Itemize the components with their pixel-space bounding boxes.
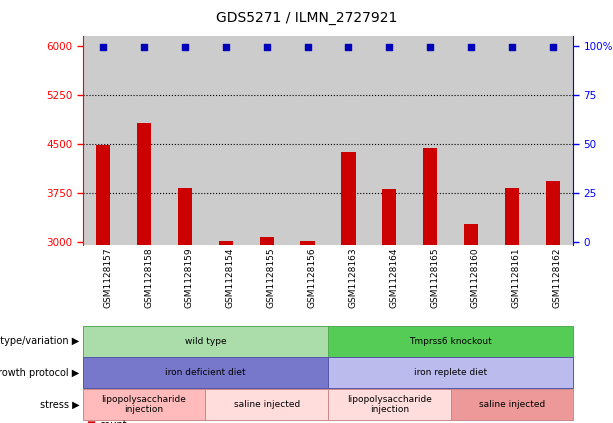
- Bar: [300, 241, 314, 423]
- Text: GSM1128158: GSM1128158: [144, 247, 153, 308]
- Text: lipopolysaccharide
injection: lipopolysaccharide injection: [347, 395, 432, 414]
- Point: [466, 44, 476, 50]
- Bar: [369, 36, 409, 245]
- Text: GSM1128156: GSM1128156: [308, 247, 316, 308]
- Bar: [96, 145, 110, 423]
- Bar: [246, 36, 287, 245]
- Bar: [464, 224, 478, 423]
- Bar: [382, 189, 397, 423]
- Bar: [178, 188, 192, 423]
- Point: [384, 44, 394, 50]
- Text: GSM1128162: GSM1128162: [553, 247, 562, 308]
- Text: count: count: [100, 420, 128, 423]
- Text: iron deficient diet: iron deficient diet: [165, 368, 246, 377]
- Text: saline injected: saline injected: [479, 400, 545, 409]
- Text: GSM1128155: GSM1128155: [267, 247, 276, 308]
- Point: [98, 44, 108, 50]
- Bar: [83, 36, 124, 245]
- Text: GSM1128163: GSM1128163: [348, 247, 357, 308]
- Text: GDS5271 / ILMN_2727921: GDS5271 / ILMN_2727921: [216, 11, 397, 25]
- Text: saline injected: saline injected: [234, 400, 300, 409]
- Point: [548, 44, 558, 50]
- Text: growth protocol ▶: growth protocol ▶: [0, 368, 80, 378]
- Bar: [287, 36, 328, 245]
- Text: wild type: wild type: [185, 337, 226, 346]
- Text: GSM1128159: GSM1128159: [185, 247, 194, 308]
- Text: iron replete diet: iron replete diet: [414, 368, 487, 377]
- Text: GSM1128161: GSM1128161: [512, 247, 521, 308]
- Text: stress ▶: stress ▶: [40, 400, 80, 409]
- Bar: [219, 241, 233, 423]
- Text: GSM1128160: GSM1128160: [471, 247, 480, 308]
- Text: ■: ■: [86, 420, 95, 423]
- Text: Tmprss6 knockout: Tmprss6 knockout: [409, 337, 492, 346]
- Text: GSM1128157: GSM1128157: [103, 247, 112, 308]
- Bar: [423, 148, 437, 423]
- Bar: [504, 188, 519, 423]
- Text: lipopolysaccharide
injection: lipopolysaccharide injection: [102, 395, 186, 414]
- Point: [221, 44, 230, 50]
- Bar: [328, 36, 369, 245]
- Point: [507, 44, 517, 50]
- Text: genotype/variation ▶: genotype/variation ▶: [0, 336, 80, 346]
- Bar: [532, 36, 573, 245]
- Bar: [137, 123, 151, 423]
- Point: [425, 44, 435, 50]
- Bar: [409, 36, 451, 245]
- Text: GSM1128164: GSM1128164: [389, 247, 398, 308]
- Point: [139, 44, 149, 50]
- Bar: [451, 36, 492, 245]
- Point: [262, 44, 272, 50]
- Bar: [341, 152, 356, 423]
- Bar: [259, 237, 274, 423]
- Bar: [205, 36, 246, 245]
- Bar: [124, 36, 164, 245]
- Point: [303, 44, 313, 50]
- Bar: [492, 36, 532, 245]
- Bar: [164, 36, 205, 245]
- Point: [180, 44, 190, 50]
- Text: GSM1128154: GSM1128154: [226, 247, 235, 308]
- Point: [343, 44, 353, 50]
- Text: GSM1128165: GSM1128165: [430, 247, 439, 308]
- Bar: [546, 181, 560, 423]
